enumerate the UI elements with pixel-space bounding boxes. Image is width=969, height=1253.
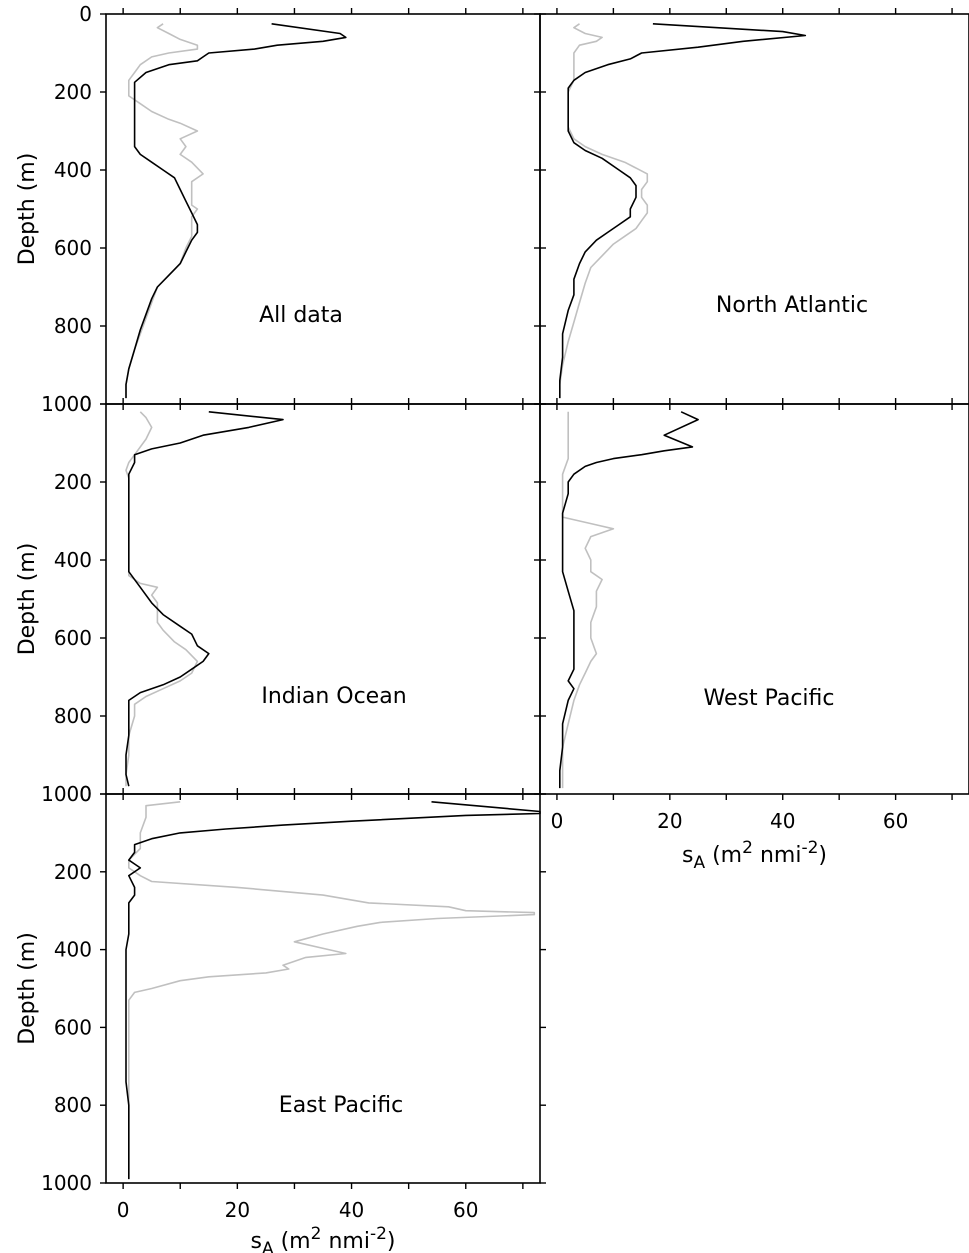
panel-3: 0 200 400 600 800 1000 Depth (m) Indian Ocean [15,392,546,806]
region-label: All data [259,303,343,328]
panel-frame [539,13,969,405]
y-tick-label: 800 [54,704,92,728]
y-axis-title: Depth (m) [15,932,40,1045]
region-label: East Pacific [279,1093,403,1118]
x-tick-label: 60 [883,809,908,833]
series-line-black [558,23,807,399]
y-axis-title: Depth (m) [15,153,40,266]
panel-frame [105,793,541,1184]
y-tick-label: 400 [54,158,92,182]
y-tick-label: 1000 [41,782,92,806]
y-tick-label: 600 [54,236,92,260]
series-line-black [125,411,284,787]
y-tick-label: 0 [79,392,92,416]
y-tick-label: 800 [54,1093,92,1117]
y-tick-label: 600 [54,626,92,650]
x-axis-title: sA (m2 nmi-2) [251,1224,396,1253]
series-line-grey [561,411,615,789]
panel-frame [105,13,541,405]
panel-1: 0 200 400 600 800 1000 Depth (m) All data [15,2,546,416]
y-tick-label: 600 [54,1015,92,1039]
y-tick-label: 1000 [41,1171,92,1195]
region-label: Indian Ocean [261,684,406,709]
y-tick-label: 0 [79,782,92,806]
series-line-grey [558,23,649,399]
series-line-grey [125,411,199,787]
x-tick-label: 40 [770,809,795,833]
x-tick-label: 60 [453,1198,478,1222]
x-tick-label: 20 [657,809,682,833]
series-line-black [558,411,699,789]
region-label: North Atlantic [716,293,868,318]
y-tick-label: 400 [54,548,92,572]
panel-4: 0 20 40 60 sA (m2 nmi-2) West Pacific [534,398,969,873]
x-tick-label: 0 [117,1198,130,1222]
x-tick-label: 40 [339,1198,364,1222]
panel-frame [539,403,969,795]
panel-frame [105,403,541,795]
y-tick-label: 200 [54,470,92,494]
series-line-grey [128,801,536,1180]
y-tick-label: 200 [54,80,92,104]
y-tick-label: 0 [79,2,92,26]
y-tick-label: 800 [54,314,92,338]
x-tick-label: 20 [225,1198,250,1222]
x-tick-label: 0 [551,809,564,833]
y-tick-label: 1000 [41,392,92,416]
series-line-black [125,801,541,1180]
series-line-black [125,23,347,399]
region-label: West Pacific [703,686,834,711]
y-tick-label: 200 [54,860,92,884]
y-tick-label: 400 [54,938,92,962]
y-axis-title: Depth (m) [15,543,40,656]
x-axis-title: sA (m2 nmi-2) [682,838,827,873]
panel-2: North Atlantic [534,8,969,410]
